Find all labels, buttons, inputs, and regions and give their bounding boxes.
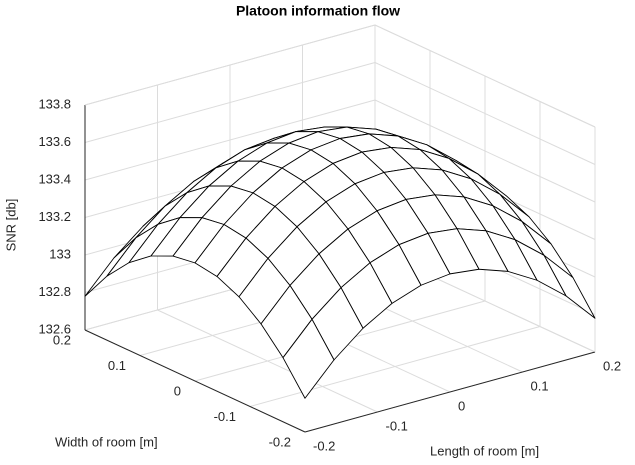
surface-cell bbox=[84, 237, 137, 297]
y-tick-label: -0.1 bbox=[214, 409, 236, 424]
z-tick-label: 133.6 bbox=[38, 134, 71, 149]
axis-edge bbox=[304, 351, 596, 433]
chart-title: Platoon information flow bbox=[236, 3, 400, 19]
z-tick-label: 133.8 bbox=[38, 96, 71, 111]
y-tick-label: 0 bbox=[174, 383, 181, 398]
z-tick-label: 132.8 bbox=[38, 284, 71, 299]
y-axis-label: Width of room [m] bbox=[55, 434, 158, 449]
surface-cell bbox=[282, 318, 335, 399]
z-axis-label: SNR [db] bbox=[3, 199, 18, 252]
box-edge bbox=[84, 24, 376, 106]
z-tick-label: 133.4 bbox=[38, 171, 71, 186]
axis-edge bbox=[84, 329, 306, 433]
y-tick-label: 0.1 bbox=[108, 358, 126, 373]
z-tick-label: 132.6 bbox=[38, 321, 71, 336]
x-axis-label: Length of room [m] bbox=[430, 443, 539, 458]
x-tick-label: -0.1 bbox=[386, 418, 408, 433]
x-tick-label: 0.2 bbox=[603, 358, 621, 373]
y-tick-label: 0.2 bbox=[53, 332, 71, 347]
x-tick-label: -0.2 bbox=[313, 438, 335, 453]
x-tick-label: 0 bbox=[458, 398, 465, 413]
z-tick-label: 133.2 bbox=[38, 209, 71, 224]
box-edge bbox=[374, 24, 596, 128]
y-tick-label: -0.2 bbox=[269, 434, 291, 449]
z-tick-label: 133 bbox=[49, 246, 71, 261]
x-tick-label: 0.1 bbox=[531, 378, 549, 393]
grid-line bbox=[249, 326, 541, 407]
